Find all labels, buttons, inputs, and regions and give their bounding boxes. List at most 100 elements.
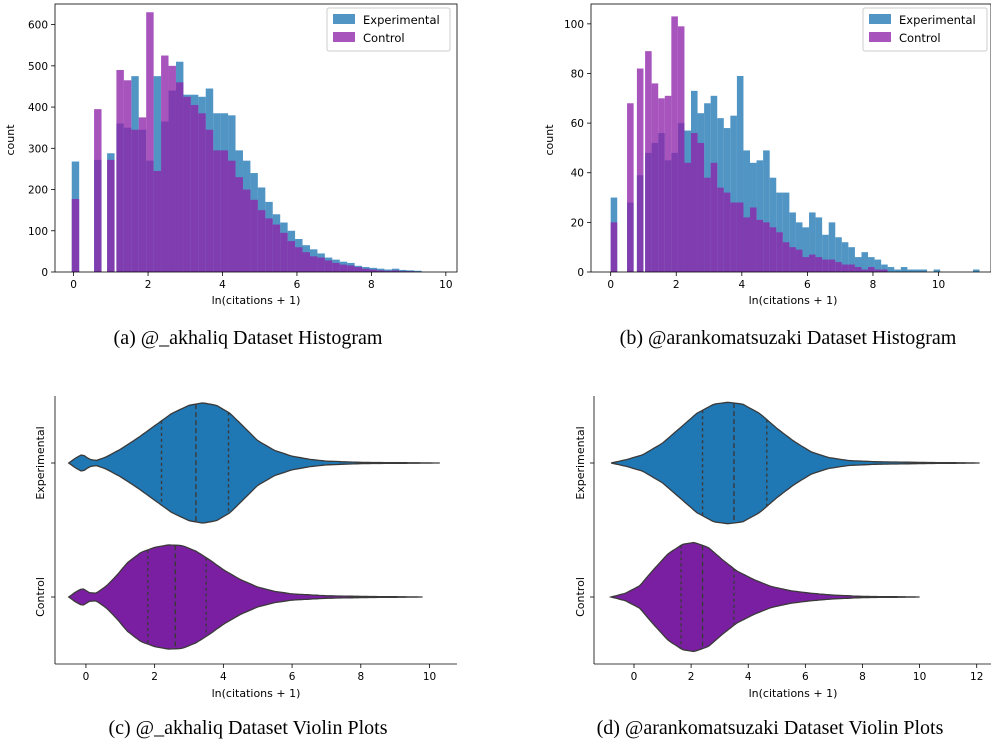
y-axis-label-arankomatsuzaki: count [543, 124, 556, 156]
bar-control [645, 51, 652, 272]
x-tick-label: 8 [357, 671, 364, 683]
bar-control [138, 117, 147, 272]
caption-d: (d) @arankomatsuzaki Dataset Violin Plot… [597, 717, 944, 739]
bar-control [242, 189, 251, 272]
bar-experimental [887, 267, 895, 272]
bar-experimental [802, 227, 810, 272]
legend-swatch-control [869, 32, 891, 42]
bar-control [710, 162, 718, 272]
bar-experimental [900, 267, 908, 272]
bar-experimental [920, 269, 928, 272]
bar-experimental [933, 269, 941, 272]
x-tick-label: 0 [70, 279, 77, 291]
histogram-bars-akhaliq [71, 12, 422, 273]
caption-c: (c) @_akhaliq Dataset Violin Plots [108, 717, 387, 739]
bar-control [376, 270, 385, 272]
bar-control [175, 82, 184, 272]
bar-control [802, 257, 810, 272]
bar-control [691, 133, 698, 272]
x-axis-label-arankomatsuzaki: ln(citations + 1) [749, 294, 838, 307]
bar-control [161, 55, 169, 273]
x-tick-label: 4 [738, 279, 745, 291]
bar-experimental [736, 75, 744, 273]
bar-control [250, 199, 258, 272]
x-tick-label: 0 [631, 671, 638, 683]
bar-control [235, 177, 243, 272]
y-tick-label: 20 [571, 217, 584, 229]
violin-experimental [67, 402, 440, 524]
bar-control [677, 26, 685, 273]
bar-experimental [384, 269, 392, 272]
bar-experimental [789, 212, 796, 272]
bar-experimental [868, 257, 875, 272]
bar-experimental [815, 217, 823, 272]
x-tick-label: 4 [220, 671, 227, 683]
bar-control [384, 270, 392, 272]
violin-panel-arankomatsuzaki: 0 2 4 6 8 10 12 ln(citations + 1) Experimental… [574, 396, 991, 739]
bar-control [854, 267, 862, 272]
bar-control [362, 268, 370, 272]
bar-control [651, 83, 659, 272]
bar-experimental [782, 192, 790, 272]
bar-experimental [861, 252, 869, 272]
bar-control [822, 259, 829, 272]
x-tick-label: 10 [932, 279, 945, 291]
bar-experimental [854, 257, 862, 272]
x-tick-label: 10 [423, 671, 436, 683]
bar-experimental [769, 177, 777, 272]
bar-control [636, 68, 644, 272]
bar-experimental [763, 150, 770, 272]
violins-arankomatsuzaki [608, 401, 980, 653]
bar-control [795, 249, 803, 272]
y-tick-label: 200 [28, 185, 48, 197]
bar-experimental [913, 269, 921, 272]
bar-experimental [828, 222, 836, 272]
bar-control [664, 95, 672, 272]
bar-control [730, 202, 737, 272]
violin-control [67, 544, 423, 650]
bar-control [789, 247, 796, 272]
bar-control [317, 257, 325, 272]
histogram-bars-arankomatsuzaki [610, 16, 980, 273]
bar-control [369, 269, 377, 272]
legend-box [862, 7, 988, 52]
bar-control [183, 96, 191, 273]
bar-experimental [399, 269, 407, 272]
y-tick-label: 80 [571, 68, 584, 80]
bar-control [228, 160, 236, 272]
bar-control [146, 12, 154, 272]
x-axis-label-violin-arankomatsuzaki: ln(citations + 1) [749, 687, 838, 700]
x-tick-label: 4 [219, 279, 226, 291]
bar-control [874, 269, 882, 272]
bar-control [399, 271, 407, 272]
x-tick-label: 4 [745, 671, 752, 683]
y-tick-label: 0 [577, 267, 584, 279]
legend-label-experimental: Experimental [899, 13, 976, 27]
bar-experimental [881, 264, 888, 272]
bar-control [610, 222, 618, 272]
bar-experimental [848, 247, 855, 272]
bar-control [697, 142, 705, 272]
bar-control [841, 264, 849, 272]
bar-control [71, 199, 80, 272]
axes-violin-akhaliq: 0 2 4 6 8 10 [51, 396, 457, 683]
bar-control [861, 269, 869, 272]
bar-control [658, 98, 665, 272]
bar-control [324, 260, 333, 272]
category-label-experimental: Experimental [574, 426, 587, 499]
y-tick-label: 600 [28, 20, 48, 32]
x-axis-label-akhaliq: ln(citations + 1) [212, 294, 301, 307]
bar-experimental [835, 237, 842, 272]
bar-experimental [907, 269, 914, 272]
plot-frame [590, 3, 991, 273]
y-tick-label: 500 [28, 61, 48, 73]
y-tick-label: 100 [28, 226, 48, 238]
bar-control [828, 259, 836, 272]
bar-control [220, 150, 229, 272]
bar-control [168, 65, 176, 272]
x-tick-label: 2 [145, 279, 152, 291]
